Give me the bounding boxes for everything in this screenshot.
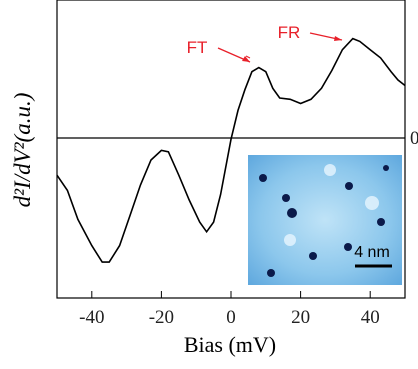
scale-label: 4 nm bbox=[354, 244, 390, 261]
x-tick-label: 0 bbox=[226, 307, 236, 328]
x-tick-label: 40 bbox=[361, 307, 380, 328]
y-axis-label: d²I/dV²(a.u.) bbox=[10, 93, 35, 208]
y-tick-label: 0 bbox=[410, 128, 418, 149]
x-tick-label: 20 bbox=[291, 307, 310, 328]
x-tick-label: -20 bbox=[149, 307, 174, 328]
x-tick-label: -40 bbox=[79, 307, 104, 328]
ft-arrow bbox=[246, 56, 250, 58]
annotation: FT bbox=[187, 38, 208, 57]
chart: Bias (mV) d²I/dV²(a.u.) -40 -20 0 20 40 0 FT FR… bbox=[0, 0, 418, 369]
x-axis-label: Bias (mV) bbox=[184, 332, 276, 357]
annotation: FR bbox=[278, 23, 301, 42]
stm-inset: 4 nm bbox=[248, 155, 402, 285]
